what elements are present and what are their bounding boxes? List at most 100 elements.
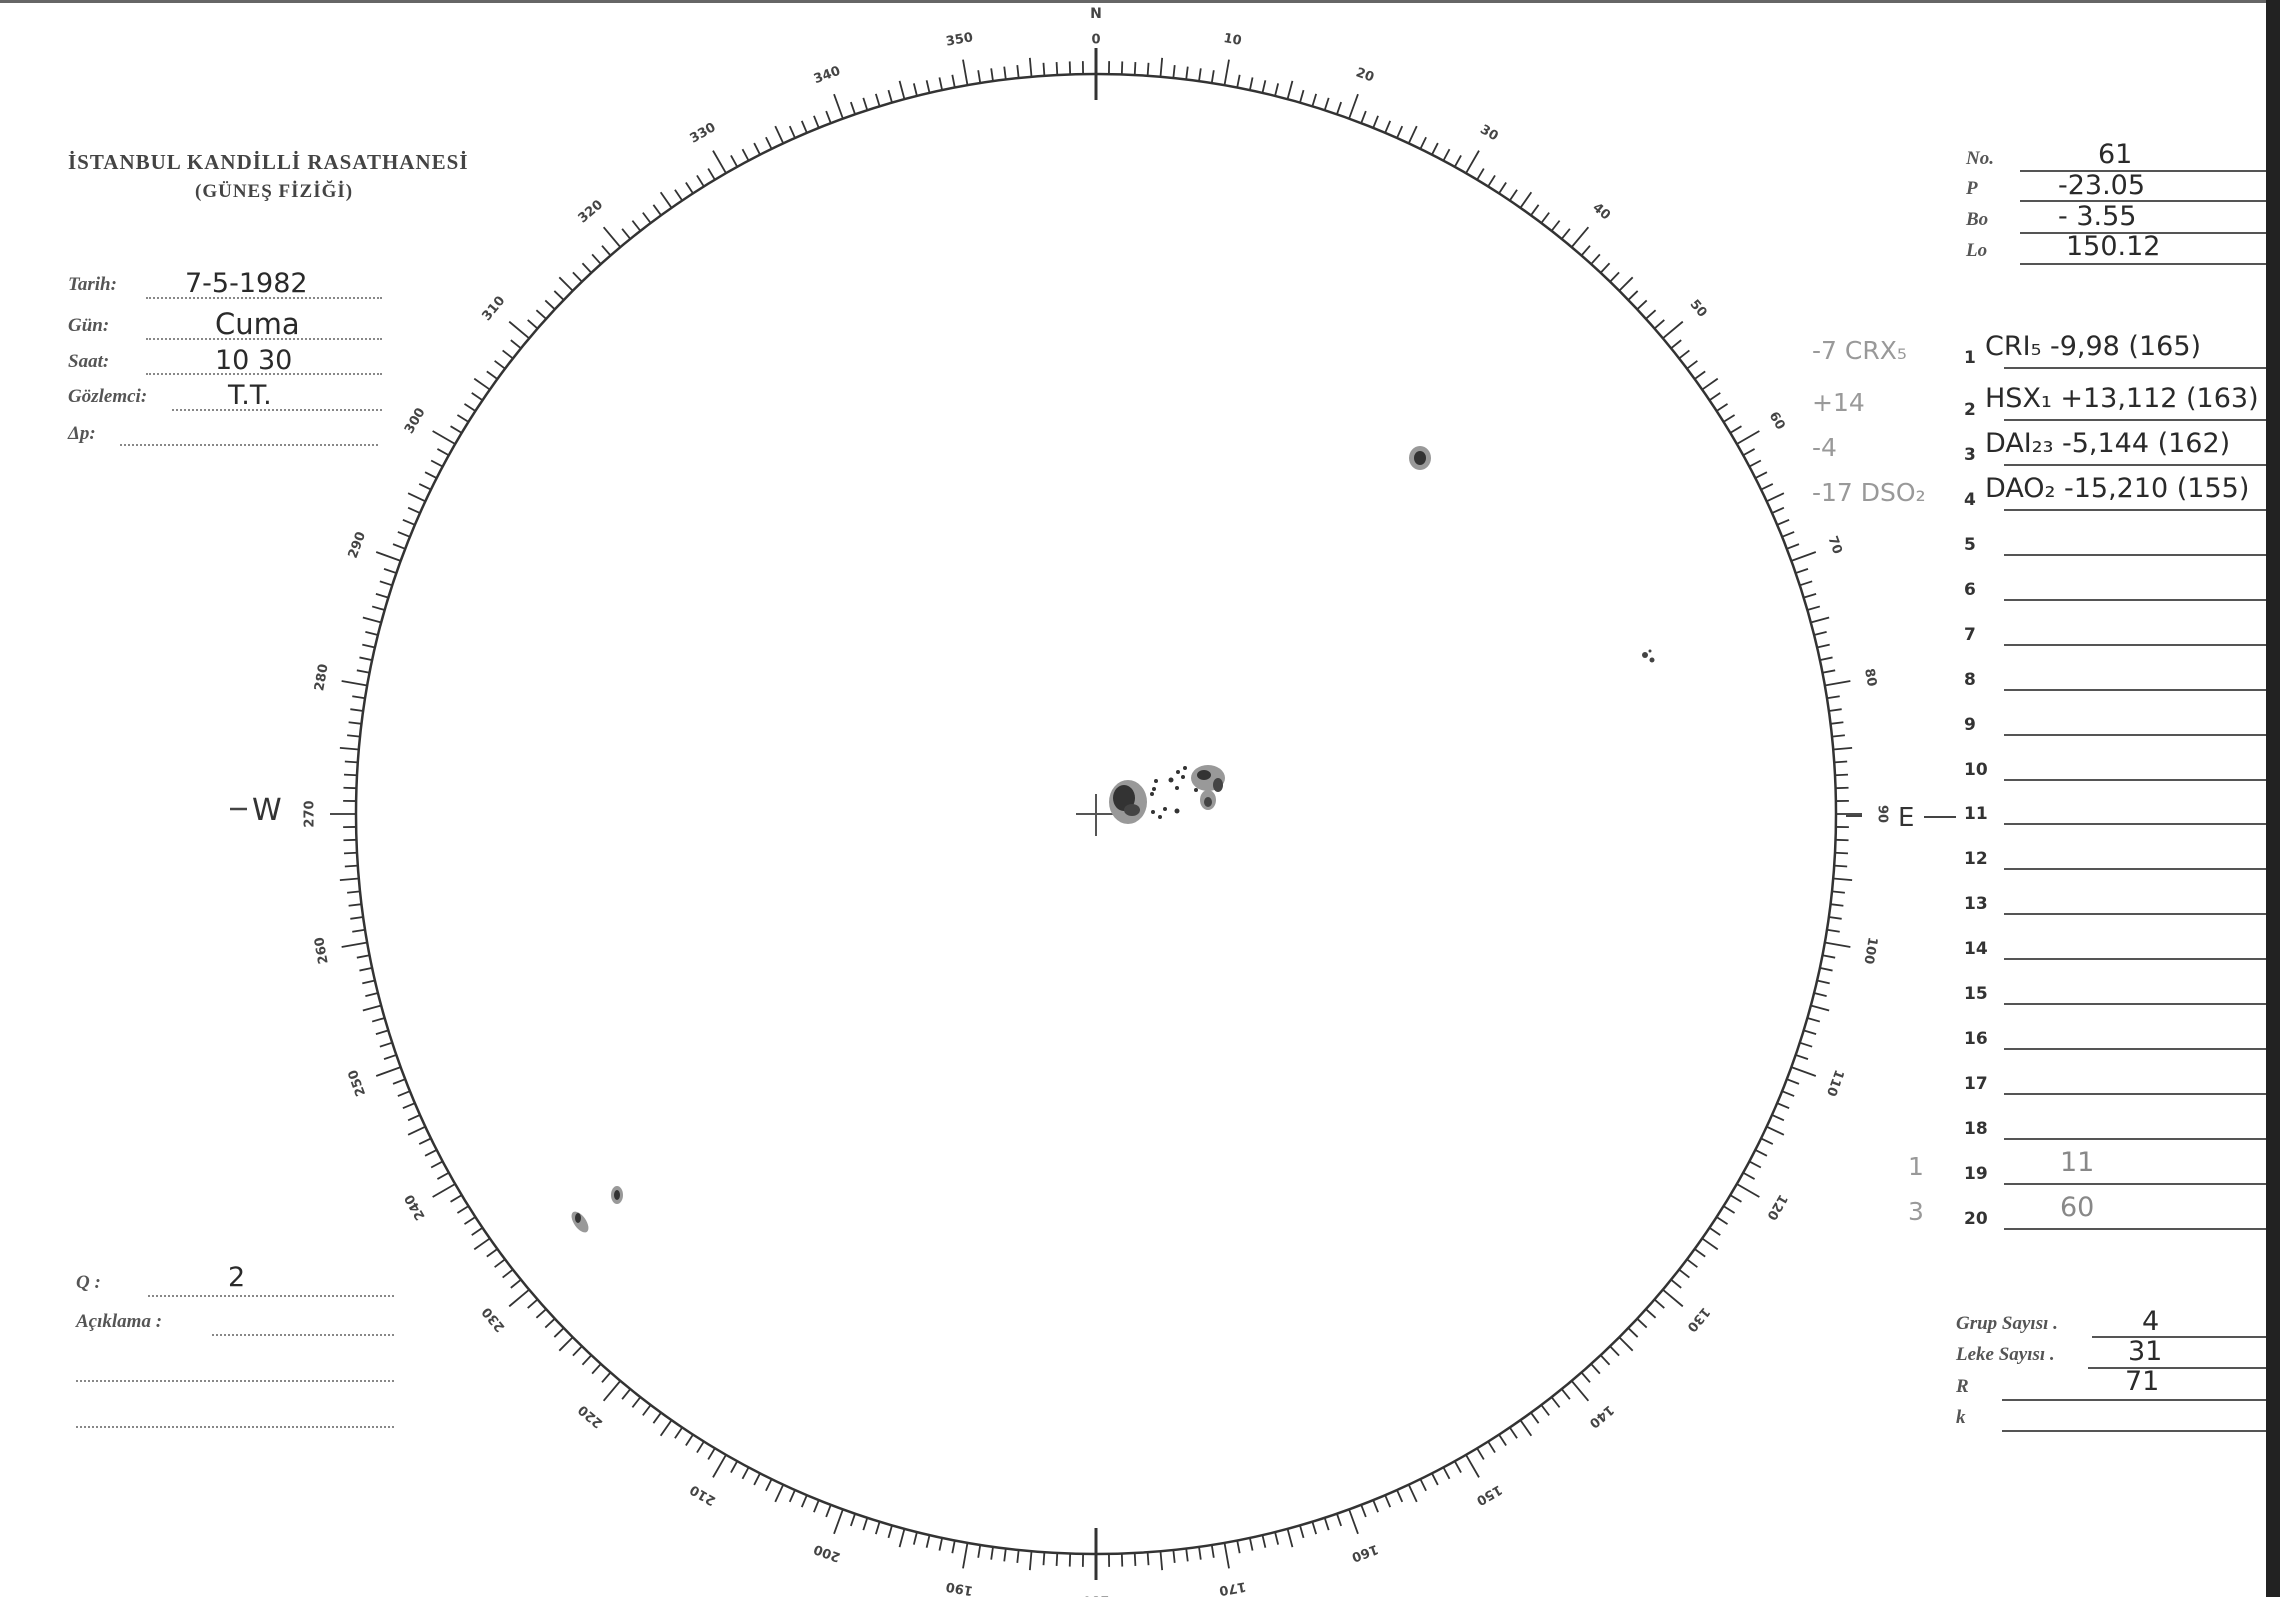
no-label: No. xyxy=(1966,148,1994,169)
degree-tick xyxy=(1791,551,1817,562)
degree-tick xyxy=(510,339,522,350)
degree-tick xyxy=(707,168,716,181)
degree-tick xyxy=(432,1183,456,1198)
degree-tick xyxy=(631,1396,642,1408)
degree-tick xyxy=(1813,992,1827,998)
degree-tick xyxy=(508,1288,530,1308)
tarih-value[interactable]: 7-5-1982 xyxy=(185,268,308,299)
group-note: 1 xyxy=(1908,1151,1924,1181)
degree-label: 200 xyxy=(812,1541,843,1564)
degree-tick xyxy=(1826,695,1840,700)
degree-tick xyxy=(1701,377,1719,391)
degree-label: 190 xyxy=(945,1578,974,1597)
degree-tick xyxy=(407,492,426,503)
degree-tick xyxy=(572,1345,583,1357)
degree-tick xyxy=(1580,1371,1591,1383)
degree-tick xyxy=(1498,1434,1507,1447)
degree-tick xyxy=(1701,1237,1719,1251)
group-row-line xyxy=(2004,1047,2266,1050)
degree-tick xyxy=(1360,1504,1367,1518)
degree-tick xyxy=(508,320,530,340)
degree-tick xyxy=(962,1542,969,1569)
group-entry[interactable]: HSX₁ +13,112 (163) xyxy=(1985,383,2259,414)
group-entry[interactable]: CRI₅ -9,98 (165) xyxy=(1985,331,2202,362)
degree-tick xyxy=(1580,245,1591,257)
degree-tick xyxy=(471,1227,484,1236)
degree-tick xyxy=(1159,1551,1164,1571)
degree-tick xyxy=(432,430,456,445)
saat-value[interactable]: 10 30 xyxy=(215,345,293,376)
degree-tick xyxy=(402,1102,416,1110)
degree-tick xyxy=(1799,1041,1813,1048)
aciklama-label: Açıklama : xyxy=(76,1311,163,1332)
degree-tick xyxy=(962,59,969,86)
degree-label: 130 xyxy=(1684,1304,1713,1334)
degree-tick xyxy=(1274,83,1280,97)
gozlemci-value[interactable]: T.T. xyxy=(228,380,272,411)
p-value[interactable]: -23.05 xyxy=(2058,170,2146,201)
degree-tick xyxy=(1645,1308,1657,1319)
degree-tick xyxy=(765,136,773,150)
degree-tick xyxy=(912,83,918,97)
sunspot-group-2 xyxy=(1642,649,1655,663)
degree-tick xyxy=(463,1216,476,1225)
degree-tick xyxy=(348,903,362,907)
degree-tick xyxy=(601,245,612,257)
degree-tick xyxy=(494,1258,506,1268)
group-row-number: 1 xyxy=(1964,348,1976,368)
degree-tick xyxy=(774,1484,785,1503)
degree-label: 160 xyxy=(1350,1541,1381,1564)
degree-tick xyxy=(1299,89,1305,103)
r-value[interactable]: 71 xyxy=(2125,1366,2160,1397)
group-entry[interactable]: DAO₂ -15,210 (155) xyxy=(1985,473,2250,504)
lo-label: Lo xyxy=(1966,240,1988,261)
degree-tick xyxy=(1055,61,1059,76)
group-entry[interactable]: 11 xyxy=(2060,1146,2095,1178)
degree-tick xyxy=(601,1371,612,1383)
bo-value[interactable]: - 3.55 xyxy=(2058,201,2137,232)
degree-tick xyxy=(1834,851,1849,855)
group-row-line xyxy=(2004,823,2266,826)
degree-tick xyxy=(379,1041,393,1048)
no-value[interactable]: 61 xyxy=(2098,139,2133,170)
lo-value[interactable]: 150.12 xyxy=(2066,231,2161,262)
group-row-number: 4 xyxy=(1964,490,1976,510)
group-row-line xyxy=(2004,509,2266,511)
no-line xyxy=(2020,170,2266,172)
degree-tick xyxy=(1560,1388,1571,1400)
degree-label: 260 xyxy=(312,936,331,965)
degree-tick xyxy=(347,890,361,894)
degree-tick xyxy=(1670,1278,1682,1289)
group-row-line xyxy=(2004,643,2266,646)
degree-tick xyxy=(1210,70,1215,84)
degree-tick xyxy=(535,1308,547,1319)
grup-sayisi-value[interactable]: 4 xyxy=(2142,1306,2160,1337)
degree-tick xyxy=(1519,1419,1533,1437)
degree-tick xyxy=(1590,253,1601,265)
group-row-line xyxy=(2004,868,2266,871)
degree-tick xyxy=(527,319,539,330)
degree-tick xyxy=(1754,1149,1768,1157)
degree-tick xyxy=(849,101,856,115)
degree-tick xyxy=(502,1268,514,1279)
degree-tick xyxy=(356,954,370,959)
degree-tick xyxy=(1678,1268,1690,1279)
tarih-label: Tarih: xyxy=(68,274,117,295)
degree-tick xyxy=(1662,1288,1684,1308)
degree-tick xyxy=(1742,448,1756,457)
group-row-line xyxy=(2004,464,2266,466)
q-value[interactable]: 2 xyxy=(228,1262,246,1293)
degree-tick xyxy=(951,74,956,88)
gun-value[interactable]: Cuma xyxy=(215,307,300,341)
degree-tick xyxy=(1810,1004,1830,1012)
group-row-number: 5 xyxy=(1964,535,1976,555)
degree-tick xyxy=(362,616,382,624)
group-row-line xyxy=(2004,688,2266,691)
degree-tick xyxy=(1198,68,1202,82)
aciklama-line-3 xyxy=(76,1426,394,1428)
p-label: P xyxy=(1966,178,1978,199)
group-entry[interactable]: 60 xyxy=(2060,1191,2095,1223)
group-entry[interactable]: DAI₂₃ -5,144 (162) xyxy=(1985,428,2231,459)
leke-sayisi-value[interactable]: 31 xyxy=(2128,1336,2163,1367)
